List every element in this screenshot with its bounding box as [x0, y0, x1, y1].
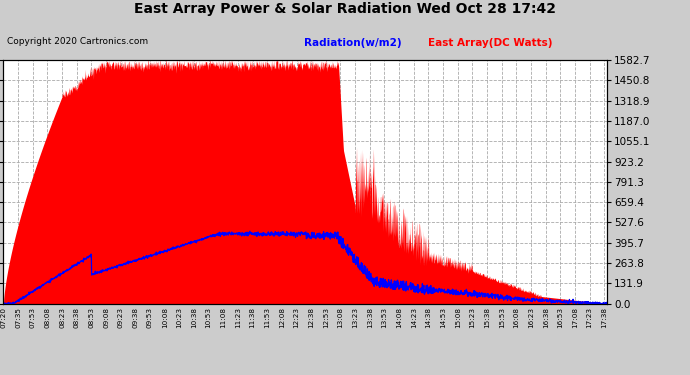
Text: 14:23: 14:23	[411, 308, 417, 328]
Text: 07:53: 07:53	[30, 308, 36, 328]
Text: 13:08: 13:08	[337, 308, 344, 328]
Text: 08:38: 08:38	[74, 308, 80, 328]
Text: 07:20: 07:20	[1, 308, 6, 328]
Text: 14:53: 14:53	[440, 308, 446, 328]
Text: 11:08: 11:08	[220, 308, 226, 328]
Text: 09:38: 09:38	[132, 308, 138, 328]
Text: 09:23: 09:23	[118, 308, 124, 328]
Text: 15:38: 15:38	[484, 308, 490, 328]
Text: 08:53: 08:53	[88, 308, 95, 328]
Text: 12:08: 12:08	[279, 308, 285, 328]
Text: 10:23: 10:23	[177, 308, 182, 328]
Text: Radiation(w/m2): Radiation(w/m2)	[304, 38, 401, 48]
Text: 15:53: 15:53	[499, 308, 504, 328]
Text: 12:53: 12:53	[323, 308, 329, 328]
Text: 11:23: 11:23	[235, 308, 241, 328]
Text: 17:38: 17:38	[601, 308, 607, 328]
Text: 15:23: 15:23	[469, 308, 475, 328]
Text: 07:35: 07:35	[15, 308, 21, 328]
Text: 10:38: 10:38	[191, 308, 197, 328]
Text: 17:23: 17:23	[586, 308, 593, 328]
Text: 11:38: 11:38	[250, 308, 255, 328]
Text: 16:38: 16:38	[542, 308, 549, 328]
Text: 11:53: 11:53	[264, 308, 270, 328]
Text: 08:08: 08:08	[44, 308, 50, 328]
Text: 10:53: 10:53	[206, 308, 212, 328]
Text: 16:08: 16:08	[513, 308, 520, 328]
Text: 15:08: 15:08	[455, 308, 461, 328]
Text: Copyright 2020 Cartronics.com: Copyright 2020 Cartronics.com	[7, 38, 148, 46]
Text: 12:38: 12:38	[308, 308, 314, 328]
Text: 14:08: 14:08	[396, 308, 402, 328]
Text: 10:08: 10:08	[161, 308, 168, 328]
Text: 14:38: 14:38	[426, 308, 431, 328]
Text: East Array(DC Watts): East Array(DC Watts)	[428, 38, 552, 48]
Text: 12:23: 12:23	[293, 308, 299, 328]
Text: 08:23: 08:23	[59, 308, 65, 328]
Text: 16:23: 16:23	[528, 308, 534, 328]
Text: 16:53: 16:53	[558, 308, 563, 328]
Text: 13:53: 13:53	[382, 308, 388, 328]
Text: 09:53: 09:53	[147, 308, 153, 328]
Text: 13:38: 13:38	[367, 308, 373, 328]
Text: 09:08: 09:08	[103, 308, 109, 328]
Text: 13:23: 13:23	[352, 308, 358, 328]
Text: East Array Power & Solar Radiation Wed Oct 28 17:42: East Array Power & Solar Radiation Wed O…	[134, 2, 556, 16]
Text: 17:08: 17:08	[572, 308, 578, 328]
